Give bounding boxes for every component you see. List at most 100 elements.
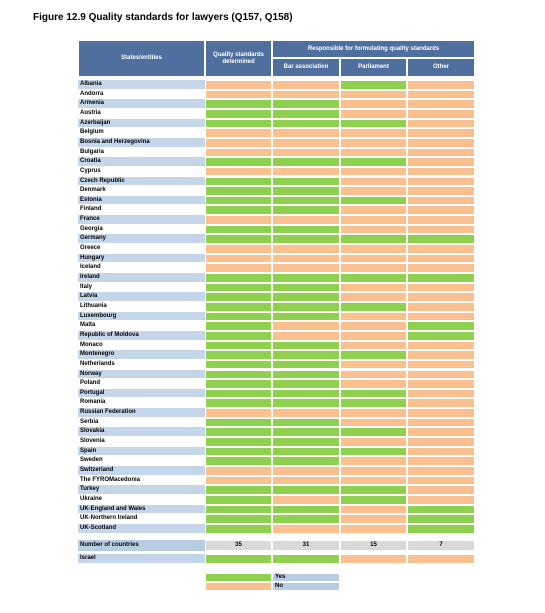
- status-cell: [407, 253, 475, 264]
- col-header: Quality standards determined: [205, 40, 272, 77]
- status-cell: [407, 166, 475, 177]
- status-cell: [407, 118, 475, 129]
- state-cell: Greece: [78, 244, 205, 254]
- state-cell: Finland: [78, 205, 205, 216]
- status-cell: [407, 427, 475, 438]
- status-cell: [272, 311, 340, 322]
- state-cell: Monaco: [78, 340, 205, 351]
- status-cell: [340, 359, 407, 370]
- status-cell: [272, 379, 340, 389]
- status-cell: [340, 186, 407, 196]
- status-cell: [272, 456, 340, 466]
- status-cell: [205, 311, 272, 322]
- status-cell: [340, 485, 407, 495]
- status-cell: [272, 263, 340, 273]
- status-cell: [340, 398, 407, 409]
- status-cell: [340, 504, 407, 515]
- status-cell: [340, 437, 407, 447]
- state-cell: Romania: [78, 398, 205, 409]
- state-cell: Slovenia: [78, 437, 205, 447]
- status-cell: [407, 301, 475, 312]
- status-cell: [407, 408, 475, 418]
- status-cell: [272, 215, 340, 225]
- state-cell: Poland: [78, 379, 205, 389]
- status-cell: [272, 301, 340, 312]
- status-cell: [407, 195, 475, 206]
- status-cell: [407, 321, 475, 331]
- status-cell: [340, 118, 407, 129]
- status-cell: [205, 427, 272, 438]
- legend-label: Yes: [272, 572, 340, 582]
- status-cell: [407, 234, 475, 245]
- state-cell: Estonia: [78, 195, 205, 206]
- status-cell: [340, 475, 407, 486]
- status-cell: [205, 456, 272, 466]
- status-cell: [340, 253, 407, 264]
- status-cell: [205, 301, 272, 312]
- status-cell: [340, 147, 407, 158]
- status-cell: [272, 466, 340, 476]
- status-cell: [340, 408, 407, 418]
- status-cell: [205, 118, 272, 129]
- status-cell: [340, 205, 407, 216]
- status-cell: [205, 176, 272, 187]
- state-cell: Armenia: [78, 99, 205, 109]
- status-cell: [340, 514, 407, 524]
- status-cell: [272, 224, 340, 235]
- status-cell: [407, 263, 475, 273]
- status-cell: [340, 176, 407, 187]
- state-cell: Spain: [78, 446, 205, 457]
- status-cell: [205, 273, 272, 283]
- status-cell: [205, 321, 272, 331]
- status-cell: [272, 89, 340, 100]
- status-cell: [205, 166, 272, 177]
- status-cell: [272, 292, 340, 302]
- title: Figure 12.9 Quality standards for lawyer…: [33, 12, 293, 23]
- status-cell: [205, 195, 272, 206]
- state-cell: Georgia: [78, 224, 205, 235]
- status-cell: [205, 157, 272, 167]
- total: 31: [272, 539, 340, 551]
- status-cell: [205, 369, 272, 380]
- state-cell: Bosnia and Herzegovina: [78, 137, 205, 148]
- status-cell: [272, 388, 340, 399]
- status-cell: [272, 321, 340, 331]
- group-header: Responsible for formulating quality stan…: [272, 40, 475, 58]
- status-cell: [272, 186, 340, 196]
- status-cell: [340, 456, 407, 466]
- status-cell: [407, 379, 475, 389]
- sub-header: Parliament: [340, 58, 407, 77]
- status-cell: [407, 553, 475, 564]
- status-cell: [272, 253, 340, 264]
- status-cell: [340, 417, 407, 428]
- state-cell: Croatia: [78, 157, 205, 167]
- status-cell: [272, 128, 340, 138]
- status-cell: [205, 80, 272, 90]
- status-cell: [407, 494, 475, 505]
- status-cell: [340, 128, 407, 138]
- state-cell: Andorra: [78, 89, 205, 100]
- status-cell: [272, 108, 340, 119]
- status-cell: [340, 195, 407, 206]
- status-cell: [407, 485, 475, 495]
- status-cell: [205, 494, 272, 505]
- status-cell: [272, 398, 340, 409]
- state-cell: Turkey: [78, 485, 205, 495]
- status-cell: [272, 504, 340, 515]
- status-cell: [272, 514, 340, 524]
- status-cell: [205, 282, 272, 293]
- status-cell: [272, 118, 340, 129]
- totals-label: Number of countries: [78, 539, 205, 551]
- state-cell: Lithuania: [78, 301, 205, 312]
- status-cell: [340, 321, 407, 331]
- status-cell: [272, 485, 340, 495]
- status-cell: [340, 80, 407, 90]
- status-cell: [340, 388, 407, 399]
- status-cell: [205, 408, 272, 418]
- status-cell: [272, 494, 340, 505]
- status-cell: [340, 369, 407, 380]
- status-cell: [407, 359, 475, 370]
- status-cell: [272, 475, 340, 486]
- status-cell: [205, 340, 272, 351]
- total: 7: [407, 539, 475, 551]
